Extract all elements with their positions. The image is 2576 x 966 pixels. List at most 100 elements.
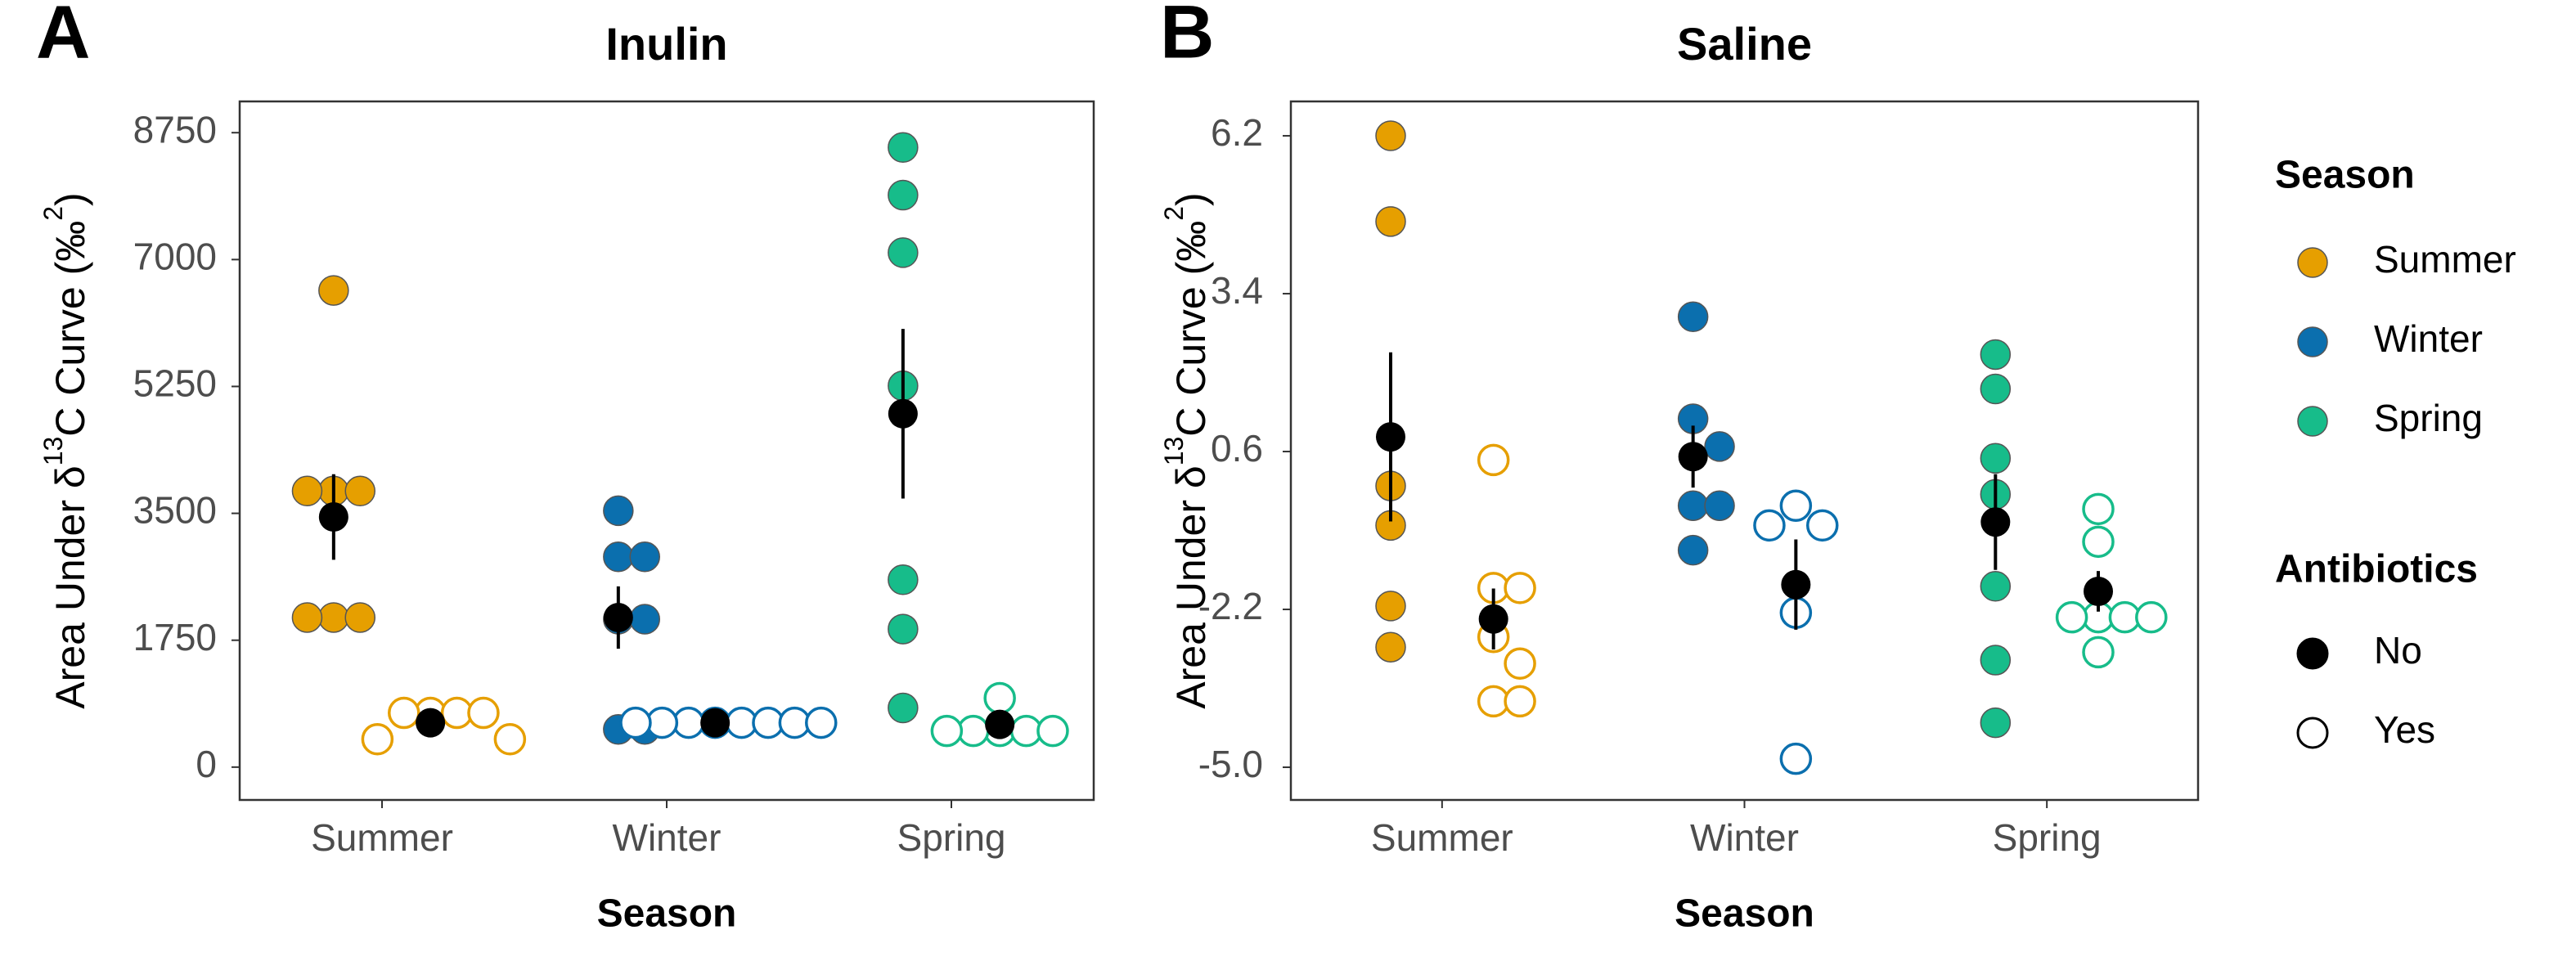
y-axis-title-part: C Curve (‰ [1168,221,1214,437]
y-axis-title-part: 2 [1159,206,1189,221]
data-point [467,696,500,730]
y-tick-label: 3.4 [1211,269,1263,312]
data-point [1375,631,1406,663]
panel-label: B [1160,0,1214,74]
legend-swatch [2297,406,2328,437]
data-point [344,602,375,633]
data-point [603,541,634,573]
data-point [291,602,323,633]
x-tick-label: Spring [897,816,1006,859]
y-tick-label: -2.2 [1198,585,1263,627]
data-point [888,179,919,211]
legend-title: Antibiotics [2275,548,2478,591]
mean-point [1478,604,1508,634]
data-point [983,681,1016,715]
data-point [2082,492,2115,526]
data-point [888,132,919,164]
y-axis-title-part: Area Under δ [1168,465,1214,708]
y-axis-title-part: 13 [38,437,68,466]
data-point [2082,636,2115,669]
legend-swatch [2296,717,2329,749]
y-axis-title-part: Area Under δ [47,465,93,708]
chart-title: Saline [1677,18,1812,70]
y-tick-label: 1750 [133,616,217,658]
y-tick-label: 7000 [133,235,217,277]
plot-border [1289,100,2200,802]
data-point [629,541,660,573]
data-point [1375,206,1406,237]
data-point [888,613,919,645]
data-point [805,706,838,739]
data-point [888,692,919,724]
legend-label: Yes [2374,708,2435,751]
y-tick-label: -5.0 [1198,743,1263,785]
x-tick-label: Summer [311,816,453,859]
y-axis-title: Area Under δ13C Curve (‰2) [1159,192,1214,708]
data-point [1375,120,1406,151]
data-point [493,722,527,756]
legend-swatch [2297,326,2328,357]
data-point [1980,707,2012,739]
data-point [603,495,634,527]
data-point [1036,714,1069,748]
data-point [1779,742,1813,775]
y-axis-title-part: C Curve (‰ [47,221,93,437]
data-point [752,706,784,739]
data-point [388,696,420,730]
data-point [1805,509,1839,542]
data-point [1677,490,1709,521]
data-point [629,604,660,635]
data-point [1504,572,1536,604]
legend-title: Season [2275,154,2415,197]
data-point [440,696,474,730]
data-point [645,706,679,739]
data-point [1677,301,1709,333]
mean-point [603,602,633,632]
mean-point [700,708,731,738]
data-point [2135,600,2168,634]
y-axis-title-part: 13 [1159,437,1189,466]
x-tick-label: Winter [1690,816,1799,859]
data-point [2055,600,2088,634]
y-tick-label: 8750 [133,108,217,151]
y-axis-title-part: ) [1168,192,1214,206]
y-tick-label: 5250 [133,362,217,405]
data-point [1009,714,1043,748]
data-point [2108,600,2142,634]
legend-label: Spring [2374,397,2483,439]
data-point [1980,373,2012,405]
y-tick-label: 0 [196,743,217,785]
data-point [1980,443,2012,474]
data-point [1980,339,2012,371]
data-point [888,564,919,595]
data-point [1753,509,1786,542]
legend-label: Summer [2374,238,2516,281]
mean-point [1678,442,1708,472]
mean-point [1781,569,1811,600]
data-point [672,706,705,739]
x-axis-title: Season [597,892,737,936]
data-point [1677,534,1709,566]
data-point [1980,571,2012,602]
data-point [2082,525,2115,559]
y-axis-title-part: 2 [38,206,68,221]
data-point [1375,591,1406,622]
mean-point [1980,507,2011,537]
data-point [619,706,652,739]
mean-point [1375,422,1405,452]
mean-point [318,502,348,532]
mean-point [2084,576,2114,606]
data-point [1477,685,1510,718]
data-point [318,602,349,633]
data-point [888,237,919,268]
data-point [930,714,964,748]
data-point [957,714,990,748]
data-point [1779,489,1813,522]
chart-title: Inulin [605,18,727,70]
data-point [1704,490,1735,521]
y-tick-label: 0.6 [1211,427,1263,470]
x-axis-title: Season [1675,892,1814,936]
legend-swatch [2297,247,2328,278]
x-tick-label: Winter [613,816,722,859]
y-axis-title-part: ) [47,192,93,206]
